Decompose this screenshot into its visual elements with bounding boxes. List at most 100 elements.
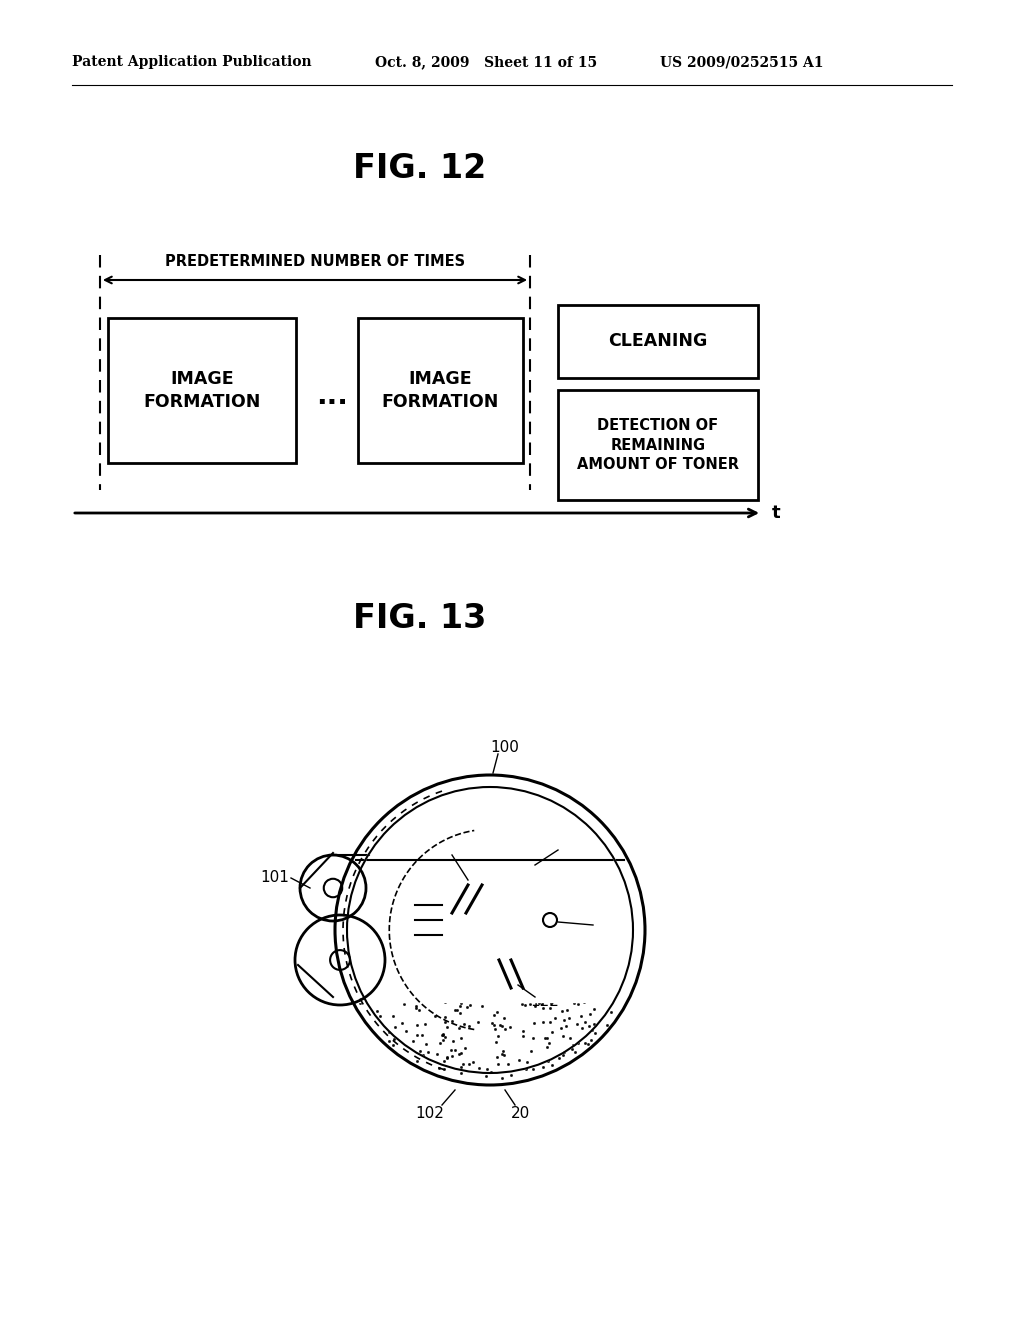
Point [615, 903, 632, 924]
Point [551, 936, 567, 957]
Point [387, 935, 403, 956]
Point [356, 894, 373, 915]
Point [541, 781, 557, 803]
Point [403, 942, 420, 964]
Point [507, 919, 523, 940]
Point [505, 878, 521, 899]
Point [536, 932, 552, 953]
Point [566, 982, 583, 1003]
Point [504, 771, 520, 792]
Point [550, 818, 566, 840]
Point [527, 949, 544, 970]
Point [417, 1014, 433, 1035]
Point [429, 1043, 445, 1064]
Point [539, 812, 555, 833]
Point [438, 940, 455, 961]
Point [580, 962, 596, 983]
Point [527, 950, 544, 972]
Point [347, 867, 364, 888]
Point [390, 861, 407, 882]
Point [453, 1056, 469, 1077]
Point [544, 969, 560, 990]
Point [485, 1015, 502, 1036]
Point [622, 908, 638, 929]
Text: 20: 20 [510, 1106, 529, 1121]
Point [416, 909, 432, 931]
Point [367, 986, 383, 1007]
Point [438, 787, 455, 808]
Point [495, 808, 511, 829]
Point [531, 899, 548, 920]
Point [449, 816, 465, 837]
Point [564, 804, 581, 825]
Point [564, 1039, 581, 1060]
Point [541, 837, 557, 858]
Point [507, 804, 523, 825]
Point [425, 936, 441, 957]
Point [387, 935, 403, 956]
Point [492, 1014, 508, 1035]
Point [540, 969, 556, 990]
Point [444, 1030, 461, 1051]
Point [573, 895, 590, 916]
Point [402, 845, 419, 866]
Point [488, 1047, 505, 1068]
Point [544, 969, 560, 990]
Point [563, 862, 580, 883]
Point [488, 1002, 505, 1023]
Point [478, 952, 495, 973]
Point [569, 1032, 586, 1053]
Point [494, 883, 510, 904]
Bar [558, 389, 758, 500]
Point [444, 867, 461, 888]
Point [360, 896, 377, 917]
Point [478, 975, 495, 997]
Point [360, 836, 377, 857]
Point [466, 834, 482, 855]
Point [598, 1014, 614, 1035]
Circle shape [300, 855, 366, 921]
Point [569, 978, 586, 999]
Point [566, 818, 583, 840]
Point [401, 941, 418, 962]
Point [376, 903, 392, 924]
Point [434, 1024, 451, 1045]
Point [599, 870, 615, 891]
Point [559, 878, 575, 899]
Point [422, 789, 438, 810]
Point [614, 884, 631, 906]
Point [550, 932, 566, 953]
Point [410, 945, 426, 966]
Point [530, 807, 547, 828]
Point [534, 820, 550, 841]
Point [571, 932, 588, 953]
Point [552, 929, 568, 950]
Point [511, 1049, 527, 1071]
Text: 121: 121 [426, 842, 455, 858]
Point [380, 878, 396, 899]
Point [443, 986, 460, 1007]
Point [543, 936, 559, 957]
Point [467, 820, 483, 841]
Point [529, 932, 546, 953]
Point [366, 991, 382, 1012]
Point [415, 1044, 431, 1065]
Point [463, 949, 479, 970]
Point [449, 999, 465, 1020]
Point [357, 966, 374, 987]
Point [384, 1006, 400, 1027]
Point [553, 847, 569, 869]
Point [462, 824, 478, 845]
Point [535, 1057, 551, 1078]
Point [547, 888, 563, 909]
Point [468, 781, 484, 803]
Point [551, 871, 567, 892]
Point [466, 874, 482, 895]
Point [462, 842, 478, 863]
Point [371, 820, 387, 841]
Point [387, 1016, 403, 1038]
Point [407, 792, 423, 813]
Point [600, 960, 616, 981]
Point [525, 851, 542, 873]
Point [502, 821, 518, 842]
